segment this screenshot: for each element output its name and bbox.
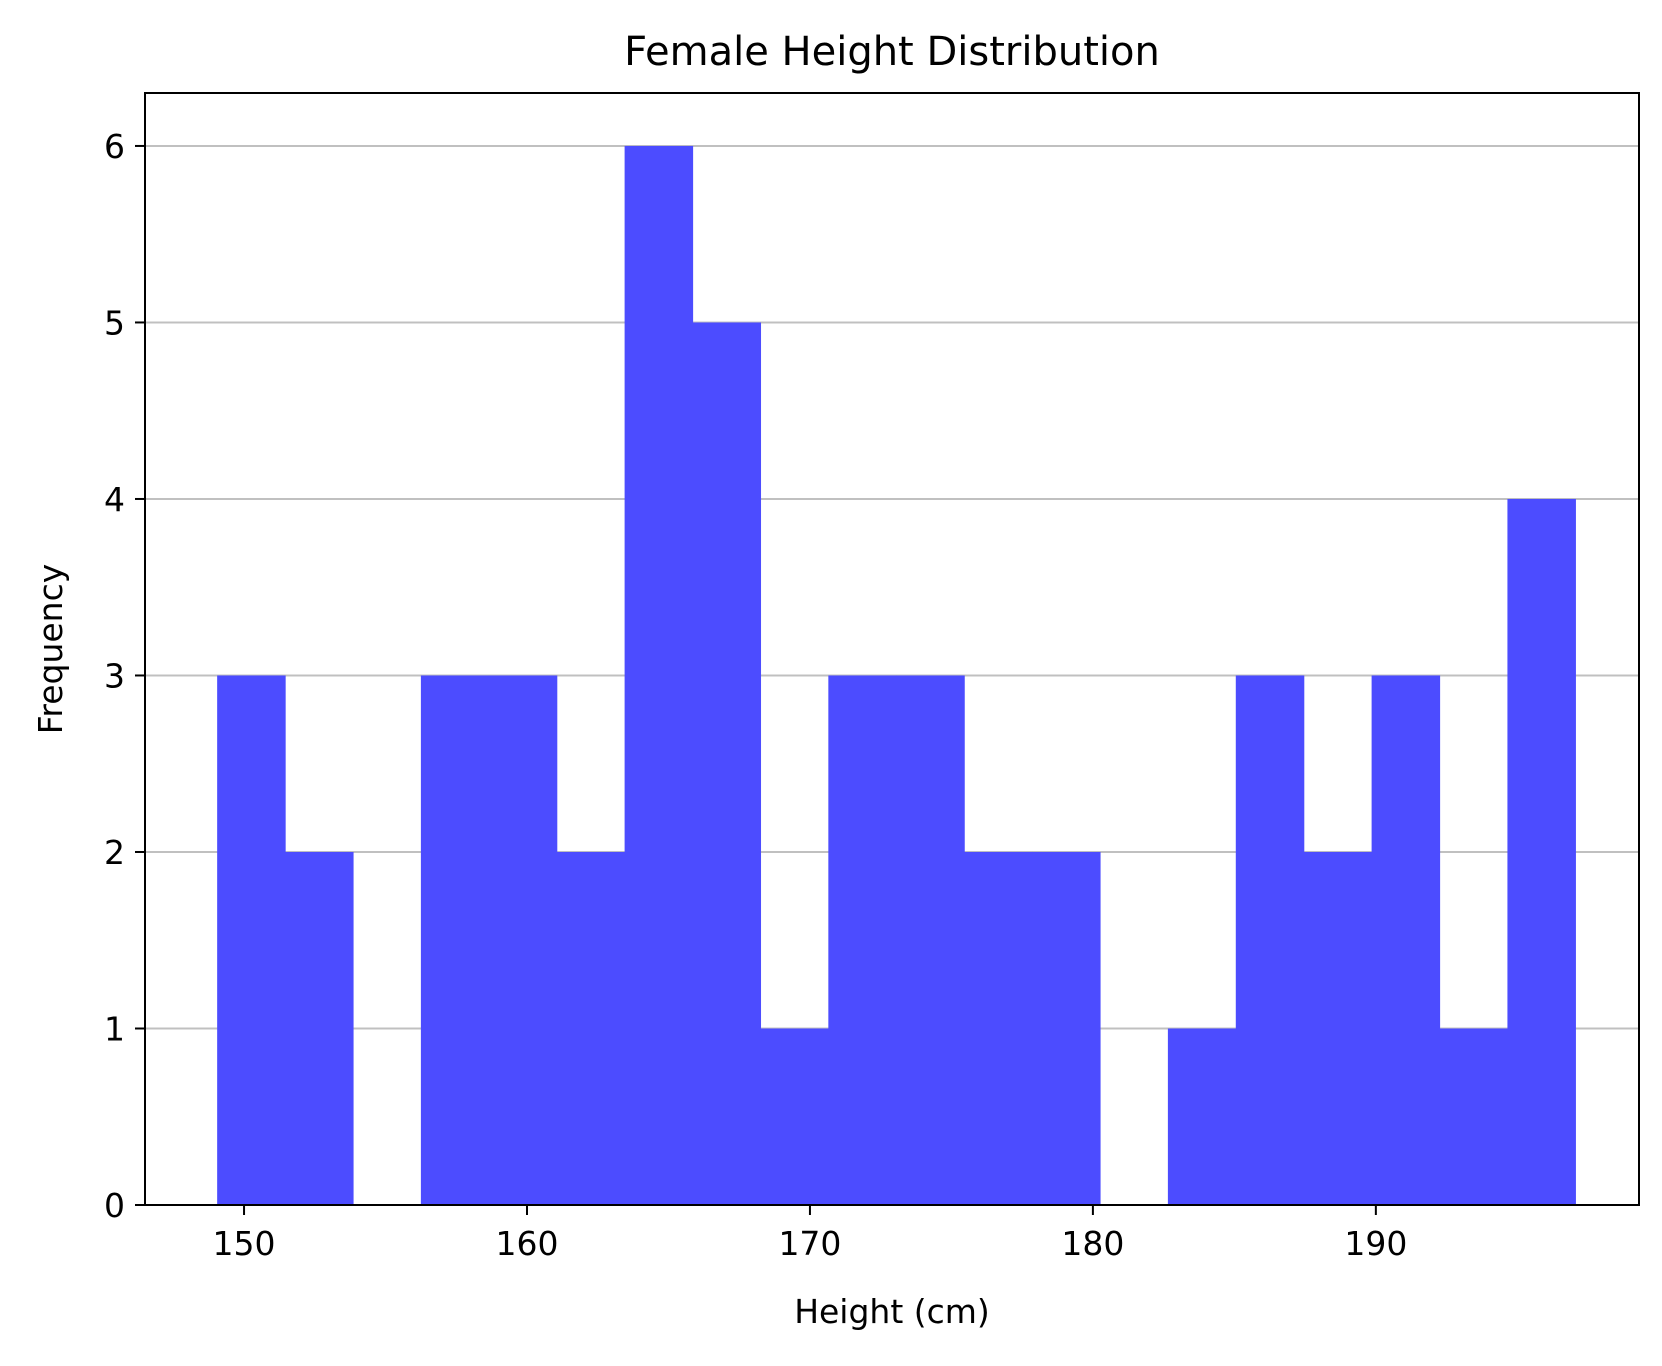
histogram-bar [1167,1028,1237,1205]
histogram-bar [692,322,762,1205]
histogram-bar [1235,675,1305,1205]
x-axis-ticks: 150 160 170 180 190 [213,1205,1407,1263]
histogram-bar [624,145,694,1205]
histogram-bars [217,145,1576,1205]
histogram-bar [556,851,626,1205]
y-tick-label: 5 [104,303,125,342]
y-tick-label: 2 [104,833,125,872]
histogram-bar [285,851,354,1205]
histogram-bar [420,675,490,1205]
y-tick-label: 4 [104,480,125,519]
histogram-bar [828,675,897,1205]
histogram-bar [488,675,558,1205]
x-axis-label: Height (cm) [794,1292,990,1331]
histogram-bar [217,675,286,1205]
y-axis-label: Frequency [31,564,70,734]
x-tick-label: 160 [495,1224,558,1263]
histogram-bar [896,675,965,1205]
y-tick-label: 3 [104,656,125,695]
histogram-bar [1303,851,1373,1205]
histogram-bar [1507,498,1576,1205]
histogram-bar [1371,675,1441,1205]
y-tick-label: 0 [104,1186,125,1225]
plot-frame [144,92,1640,1206]
histogram-bar [964,851,1033,1205]
chart-title: Female Height Distribution [624,29,1160,75]
y-tick-label: 1 [104,1009,125,1048]
x-tick-label: 170 [778,1224,841,1263]
y-tick-label: 6 [104,127,125,166]
histogram-bar [1439,1028,1509,1205]
x-tick-label: 180 [1061,1224,1124,1263]
histogram-bar [1032,851,1101,1205]
y-axis-ticks: 0 1 2 3 4 5 6 [104,127,145,1225]
x-tick-label: 190 [1344,1224,1407,1263]
x-tick-label: 150 [213,1224,276,1263]
histogram-bar [760,1028,829,1205]
